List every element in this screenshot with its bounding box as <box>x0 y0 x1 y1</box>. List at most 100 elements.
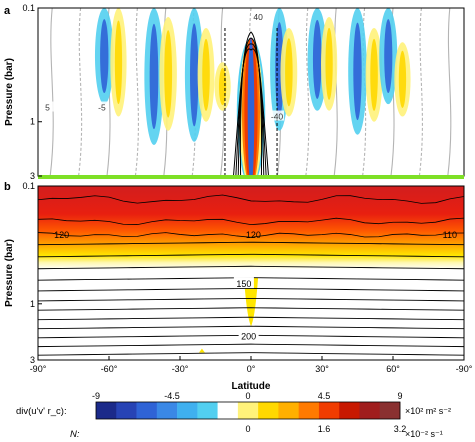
panel-b-contour <box>38 253 464 258</box>
panel-a-anomaly-core <box>190 23 199 127</box>
panel-b-y-tick-label: 0.1 <box>22 181 35 191</box>
colorbar-swatch <box>96 402 117 419</box>
colorbar-swatch <box>177 402 198 419</box>
panel-a-anomaly-core <box>312 19 322 99</box>
panel-a-grey-contour <box>305 8 310 176</box>
panel-a-anomaly-core <box>285 38 293 107</box>
panel-b-x-tick-label: -60° <box>101 364 118 374</box>
panel-a-contour-label-bg <box>251 11 266 22</box>
colorbar-div-tick-label: -9 <box>92 391 100 401</box>
panel-a-grey-contour <box>191 8 196 176</box>
panel-a-contour-label: -5 <box>98 103 106 113</box>
panel-b-contour <box>38 297 464 302</box>
colorbar-div-units: ×10² m² s⁻² <box>405 406 451 416</box>
panel-b-yellow-spot <box>198 348 205 353</box>
panel-a-jet-contour <box>239 31 263 176</box>
panel-b-y-axis-label: Pressure (bar) <box>4 239 15 307</box>
colorbar-swatch <box>298 402 320 419</box>
panel-b-x-tick-label: 30° <box>315 364 329 374</box>
panel-b-contour-label-bg <box>238 329 259 341</box>
panel-b-yellow-tongue <box>243 277 259 327</box>
colorbar-frame <box>95 401 401 420</box>
panel-a-grey-contour <box>447 8 452 176</box>
panel-a-anomaly-core <box>370 38 378 111</box>
panel-a-contour-label: 40 <box>253 12 263 22</box>
colorbar-swatch <box>359 402 381 419</box>
panel-a-contour-label-bg <box>94 101 109 112</box>
panel-a-jet-contour <box>232 48 270 176</box>
panel-b-contour-label: 110 <box>443 230 457 240</box>
panel-a-y-axis-label: Pressure (bar) <box>4 58 15 126</box>
panel-b-contour <box>38 217 464 226</box>
panel-a-jet-contour <box>235 43 267 176</box>
panel-b-contour-label: 120 <box>54 230 69 240</box>
colorbar-n-label: N: <box>70 429 80 440</box>
panel-a-grey-contour <box>134 8 139 176</box>
panel-b: 120 120 110 150 200 b Pressure (bar) 0.1 1 3 -… <box>4 181 473 392</box>
panel-a-grey-contour <box>333 8 338 176</box>
panel-a-grey-contour <box>78 8 83 176</box>
panel-a-contour-label-bg <box>40 101 55 112</box>
panel-a-grey-contour <box>362 8 367 176</box>
panel-a-anomaly-core <box>218 67 227 106</box>
colorbar-swatch <box>197 402 218 419</box>
panel-a-y-tick-label: 0.1 <box>22 3 35 13</box>
panel-a-anomaly-core <box>114 20 123 105</box>
panel-b-x-axis-label: Latitude <box>232 381 271 392</box>
colorbar: div(u'v' r_c): N: -9 -4.5 0 4.5 9 0 1.6 3.2 ×10… <box>16 391 451 440</box>
panel-b-contour <box>38 265 464 270</box>
panel-b-x-tick-label: 60° <box>386 364 400 374</box>
panel-a-jet-layer <box>247 38 255 176</box>
panel-a-anomaly-core <box>384 19 393 94</box>
panel-a-anomaly-core <box>164 30 173 118</box>
colorbar-swatch <box>379 402 401 419</box>
panel-a-jet-contour <box>237 37 265 176</box>
panel-a: 40 -40 5 -5 a Pressure (bar) 0.1 1 3 <box>4 3 465 181</box>
colorbar-div-tick-label: -4.5 <box>164 391 180 401</box>
panel-a-anomaly-core <box>149 23 159 130</box>
colorbar-swatch <box>318 402 340 419</box>
panel-a-contour-label-bg <box>270 110 285 121</box>
colorbar-swatch <box>217 402 239 419</box>
panel-b-x-tick-label: -90° <box>456 364 473 374</box>
panel-b-y-tick-label: 3 <box>30 355 35 365</box>
panel-b-contour-label: 150 <box>236 279 251 289</box>
colorbar-swatch <box>116 402 137 419</box>
colorbar-swatch <box>339 402 360 419</box>
colorbar-swatch <box>156 402 178 419</box>
panel-b-contour <box>38 194 464 204</box>
panel-b-x-tick-label: -30° <box>172 364 189 374</box>
panel-a-contour-label: 5 <box>45 103 50 113</box>
panel-b-x-tick-label: 0° <box>247 364 256 374</box>
colorbar-n-tick-label: 0 <box>245 424 250 434</box>
panel-a-bottom-strip <box>38 175 464 179</box>
panel-a-letter: a <box>4 5 11 17</box>
panel-a-grey-contour <box>49 8 54 176</box>
colorbar-div-tick-label: 0 <box>245 391 250 401</box>
panel-a-anomaly-core <box>202 38 210 111</box>
panel-a-anomaly-core <box>398 50 407 108</box>
panel-a-contour-label: -40 <box>271 112 284 122</box>
panel-b-contour <box>38 316 464 321</box>
panel-b-contour-label: 200 <box>241 332 256 342</box>
panel-b-y-tick-label: 1 <box>30 299 35 309</box>
panel-b-contour <box>38 241 464 246</box>
panel-b-contour-label-bg <box>233 277 254 289</box>
colorbar-swatch <box>258 402 279 419</box>
panel-a-y-tick-label: 3 <box>30 171 35 181</box>
panel-b-contour <box>38 307 464 311</box>
panel-a-anomaly-core <box>325 27 333 100</box>
panel-a-y-tick-label: 1 <box>30 117 35 127</box>
colorbar-swatch <box>278 402 299 419</box>
colorbar-n-units: ×10⁻² s⁻¹ <box>405 429 443 439</box>
colorbar-swatch <box>136 402 158 419</box>
colorbar-n-tick-label: 1.6 <box>318 424 331 434</box>
panel-b-letter: b <box>4 181 11 193</box>
panel-b-contour <box>38 325 464 330</box>
colorbar-div-label: div(u'v' r_c): <box>16 406 67 417</box>
panel-b-contour <box>38 232 464 238</box>
colorbar-div-tick-label: 4.5 <box>318 391 331 401</box>
colorbar-div-tick-label: 9 <box>397 391 402 401</box>
colorbar-swatch <box>237 402 259 419</box>
